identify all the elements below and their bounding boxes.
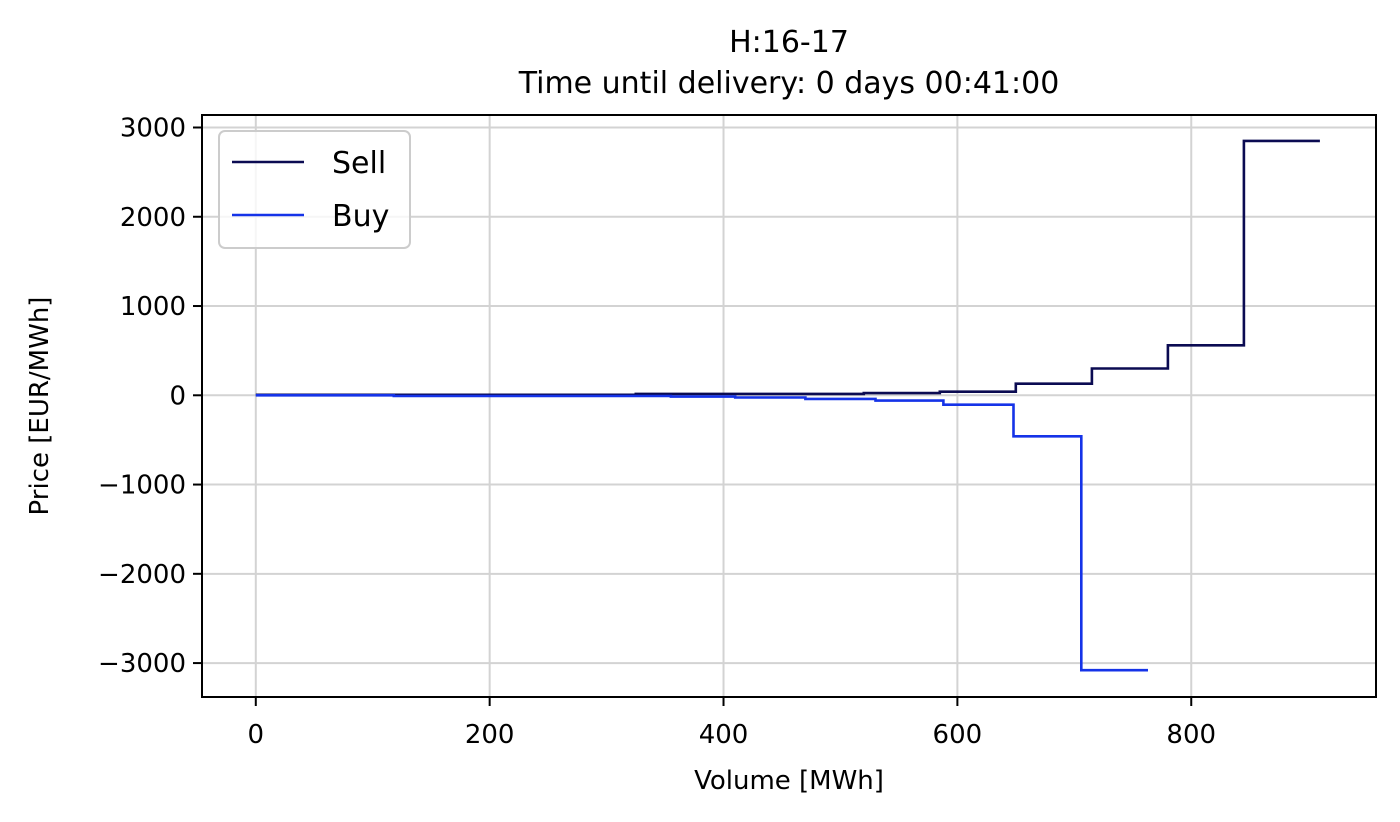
series-lines	[255, 139, 1320, 672]
legend-label-buy: Buy	[332, 199, 389, 234]
chart-subtitle: Time until delivery: 0 days 00:41:00	[518, 66, 1060, 101]
x-axis-ticks: 0 200 400 600 800	[248, 697, 1216, 750]
y-tick-label: −2000	[98, 560, 186, 590]
legend-label-sell: Sell	[332, 146, 386, 181]
series-line-buy	[255, 394, 1148, 672]
y-axis-label: Price [EUR/MWh]	[25, 297, 55, 516]
y-tick-label: −1000	[98, 471, 186, 501]
y-tick-label: −3000	[98, 649, 186, 679]
legend-box	[218, 130, 411, 249]
y-tick-label: 0	[169, 381, 186, 411]
y-tick-label: 3000	[120, 113, 186, 143]
series-line-sell	[255, 139, 1320, 397]
x-tick-label: 400	[699, 720, 749, 750]
plot-area-frame	[201, 114, 1377, 698]
y-tick-label: 1000	[120, 292, 186, 322]
y-axis-ticks: −3000 −2000 −1000 0 1000 2000 3000	[98, 113, 202, 679]
legend: Sell Buy	[218, 130, 411, 249]
x-tick-label: 800	[1166, 720, 1216, 750]
x-tick-label: 0	[248, 720, 265, 750]
chart-title: H:16-17	[729, 25, 849, 60]
x-tick-label: 600	[933, 720, 983, 750]
x-tick-label: 200	[465, 720, 515, 750]
y-tick-label: 2000	[120, 203, 186, 233]
x-axis-label: Volume [MWh]	[694, 766, 884, 796]
